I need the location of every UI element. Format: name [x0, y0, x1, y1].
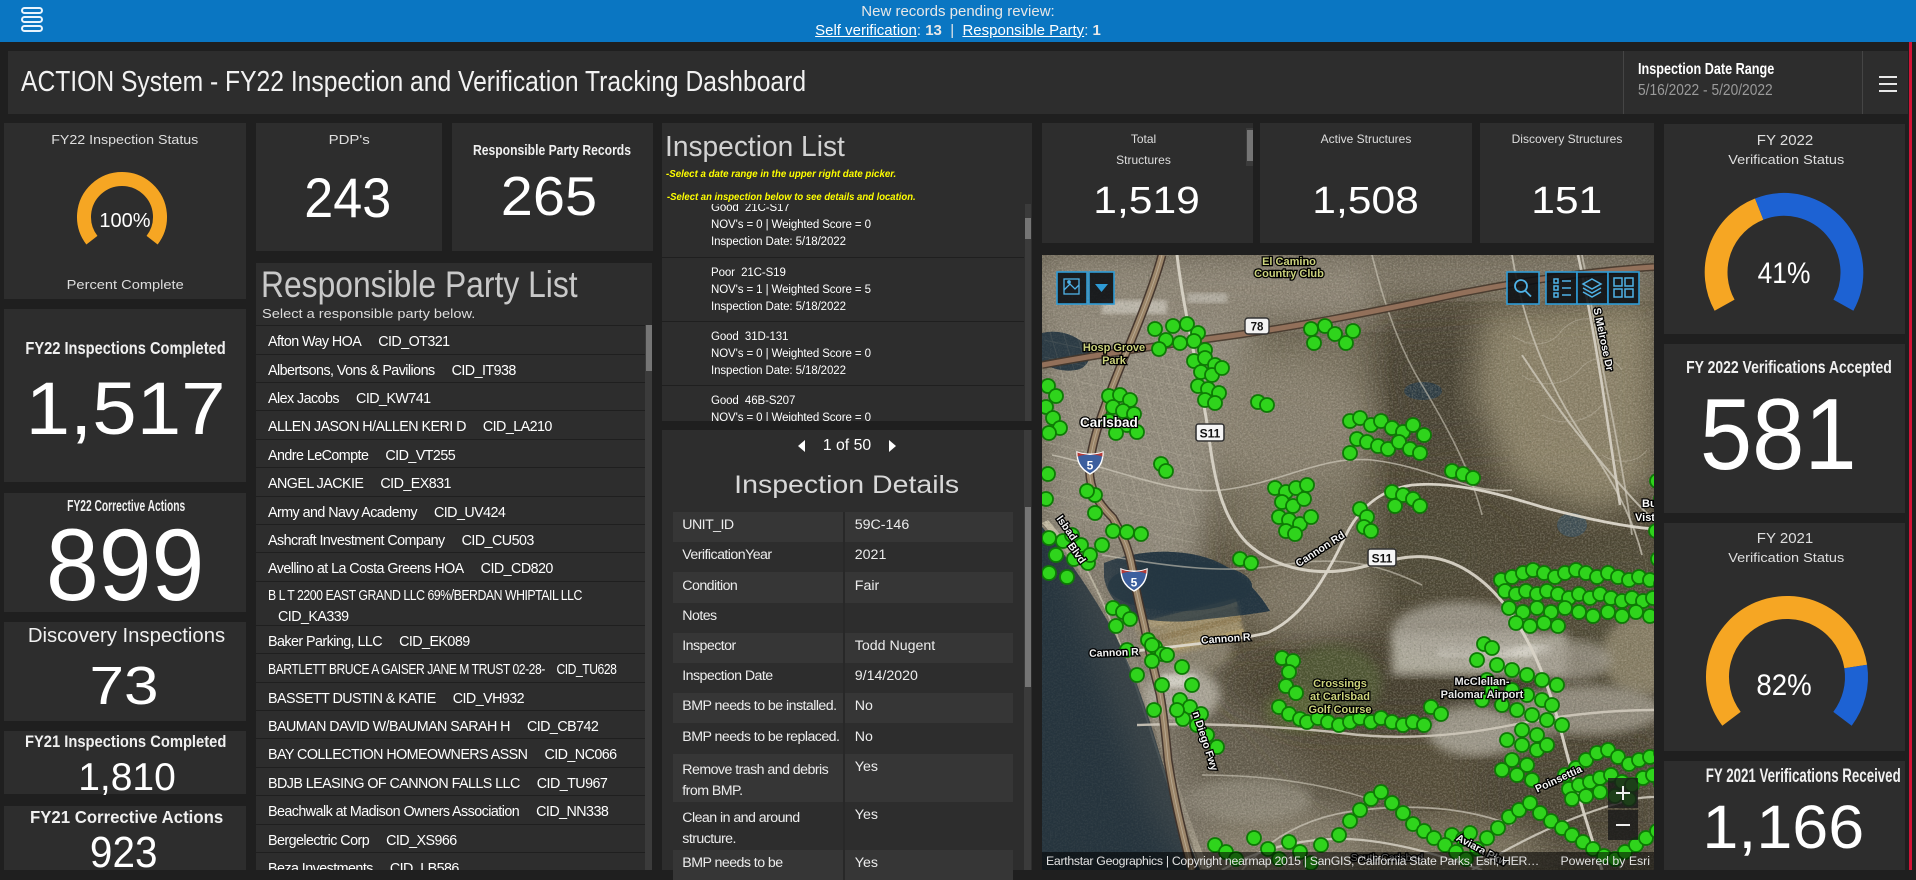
svg-text:Crossings: Crossings: [1313, 678, 1367, 690]
svg-text:Palomar Airport: Palomar Airport: [1441, 689, 1524, 701]
svg-text:Vista: Vista: [1635, 512, 1654, 524]
svg-text:Bue: Bue: [1642, 498, 1654, 510]
svg-text:Country Club: Country Club: [1254, 268, 1324, 280]
svg-text:Cannon R: Cannon R: [1201, 631, 1252, 646]
svg-text:Golf Course: Golf Course: [1309, 704, 1372, 716]
svg-text:Powered by Esri: Powered by Esri: [1560, 854, 1650, 868]
svg-text:Cannon R: Cannon R: [1089, 646, 1139, 660]
svg-text:78: 78: [1251, 322, 1264, 334]
svg-text:at Carlsbad: at Carlsbad: [1310, 691, 1370, 703]
svg-text:Carlsbad: Carlsbad: [1080, 415, 1138, 430]
svg-text:5: 5: [1087, 459, 1094, 473]
svg-text:Earthstar Geographics | Copyri: Earthstar Geographics | Copyright nearma…: [1046, 854, 1539, 868]
svg-text:5: 5: [1131, 576, 1138, 590]
svg-text:Hosp Grove: Hosp Grove: [1083, 342, 1145, 354]
svg-text:Park: Park: [1102, 355, 1127, 367]
svg-text:McClellan-: McClellan-: [1454, 676, 1509, 688]
svg-text:S11: S11: [1200, 427, 1221, 441]
svg-text:El Camino: El Camino: [1262, 256, 1316, 268]
svg-text:S11: S11: [1372, 552, 1393, 566]
